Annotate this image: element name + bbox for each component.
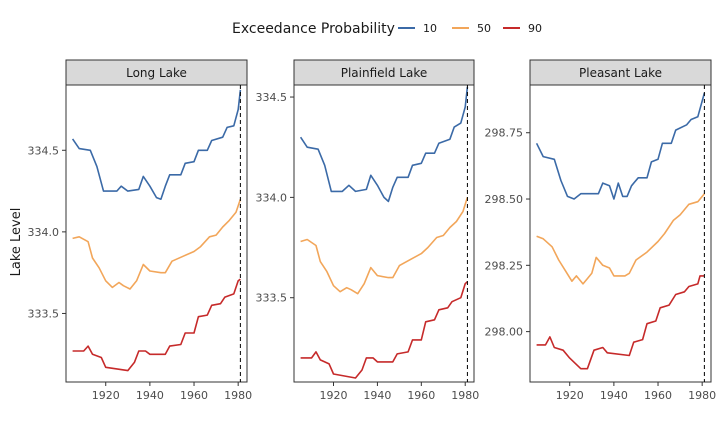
series-line-90 (536, 275, 705, 370)
x-tick-label: 1920 (92, 389, 120, 402)
panel-strip (65, 59, 248, 86)
x-tick-label: 1940 (600, 389, 628, 402)
panel-strip (293, 59, 475, 86)
y-tick-label: 334.0 (28, 226, 60, 239)
x-tick-label: 1920 (556, 389, 584, 402)
legend-label-90: 90 (528, 22, 542, 35)
series-line-50 (72, 198, 242, 290)
series-line-10 (71, 89, 242, 200)
y-tick-label: 334.0 (256, 191, 288, 204)
y-tick-label: 333.5 (28, 307, 60, 320)
series-line-90 (72, 278, 241, 372)
series-line-50 (300, 197, 469, 295)
panel-0: Long Lake 333.5 334.0 334.5 1920 1940 1960 1980 (28, 59, 252, 402)
y-tick-label: 298.75 (485, 127, 524, 140)
y-tick-label: 334.5 (28, 144, 60, 157)
panel-title: Long Lake (126, 66, 187, 80)
legend-label-10: 10 (423, 22, 437, 35)
panel-border (293, 84, 475, 383)
y-tick-label: 298.50 (485, 193, 524, 206)
x-tick-label: 1940 (136, 389, 164, 402)
panel-title: Pleasant Lake (579, 66, 662, 80)
x-tick-label: 1960 (180, 389, 208, 402)
legend-label-50: 50 (477, 22, 491, 35)
y-axis-title: Lake Level (9, 208, 24, 277)
y-tick-label: 298.25 (485, 259, 524, 272)
x-tick-label: 1960 (407, 389, 435, 402)
x-tick-label: 1920 (320, 389, 348, 402)
y-tick-label: 334.5 (256, 91, 288, 104)
panel-strip (529, 59, 712, 86)
panel-border (529, 84, 712, 383)
panel-border (65, 84, 248, 383)
x-tick-label: 1980 (451, 389, 479, 402)
y-tick-label: 333.5 (256, 292, 288, 305)
series-line-90 (300, 281, 468, 379)
x-tick-label: 1940 (363, 389, 391, 402)
x-tick-label: 1980 (688, 389, 716, 402)
panel-title: Plainfield Lake (341, 66, 428, 80)
y-tick-label: 298.00 (485, 326, 524, 339)
panel-1: Plainfield Lake 333.5 334.0 334.5 1920 1940 19… (256, 59, 479, 402)
legend: Exceedance Probability 10 50 90 (232, 21, 542, 37)
legend-title: Exceedance Probability (232, 21, 395, 37)
x-tick-label: 1980 (224, 389, 252, 402)
series-line-10 (299, 86, 469, 203)
series-line-50 (536, 193, 706, 285)
panel-2: Pleasant Lake 298.00 298.25 298.50 298.75 192… (485, 59, 716, 402)
panels: Long Lake 333.5 334.0 334.5 1920 1940 1960 1980… (28, 59, 716, 402)
x-tick-label: 1960 (644, 389, 672, 402)
series-line-10 (535, 92, 706, 200)
